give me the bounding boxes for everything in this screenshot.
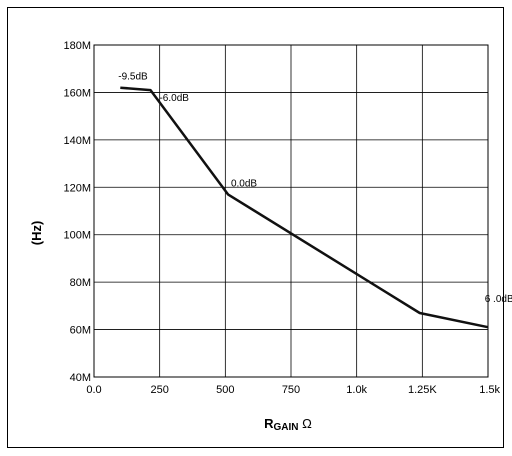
annotations: -9.5dB -6.0dB 0.0dB 6 .0dB xyxy=(118,72,512,305)
annotation-label: -9.5dB xyxy=(118,72,148,83)
y-axis: 40M 60M 80M 100M 120M 140M 160M 180M xyxy=(63,40,91,384)
bandwidth-series-line xyxy=(120,86,489,329)
plot-area xyxy=(93,44,489,378)
x-axis-label-subscript: GAIN xyxy=(274,422,299,433)
annotation-label: -6.0dB xyxy=(159,93,189,104)
y-tick-label: 160M xyxy=(63,87,91,99)
annotation-label: 6 .0dB xyxy=(485,294,512,305)
y-tick-label: 120M xyxy=(63,182,91,194)
annotation-label: 0.0dB xyxy=(231,178,257,189)
y-tick-label: 40M xyxy=(70,372,91,384)
x-axis: 0.0 250 500 750 1.0k 1.25K 1.5k xyxy=(86,384,500,396)
x-tick-label: 1.5k xyxy=(479,384,500,396)
x-tick-label: 750 xyxy=(282,384,300,396)
x-axis-label: RGAIN Ω xyxy=(264,416,312,433)
x-tick-label: 1.0k xyxy=(346,384,367,396)
y-tick-label: 140M xyxy=(63,135,91,147)
y-tick-label: 80M xyxy=(70,277,91,289)
x-axis-label-unit: Ω xyxy=(299,416,313,431)
y-tick-label: 180M xyxy=(63,40,91,52)
x-tick-label: 0.0 xyxy=(86,384,101,396)
x-axis-label-main: R xyxy=(264,416,274,431)
x-tick-label: 1.25K xyxy=(408,384,437,396)
x-tick-label: 250 xyxy=(150,384,168,396)
x-tick-label: 500 xyxy=(216,384,234,396)
y-axis-label: (Hz) xyxy=(29,221,44,246)
chart-frame xyxy=(7,7,504,448)
y-tick-label: 100M xyxy=(63,230,91,242)
y-tick-label: 60M xyxy=(70,325,91,337)
